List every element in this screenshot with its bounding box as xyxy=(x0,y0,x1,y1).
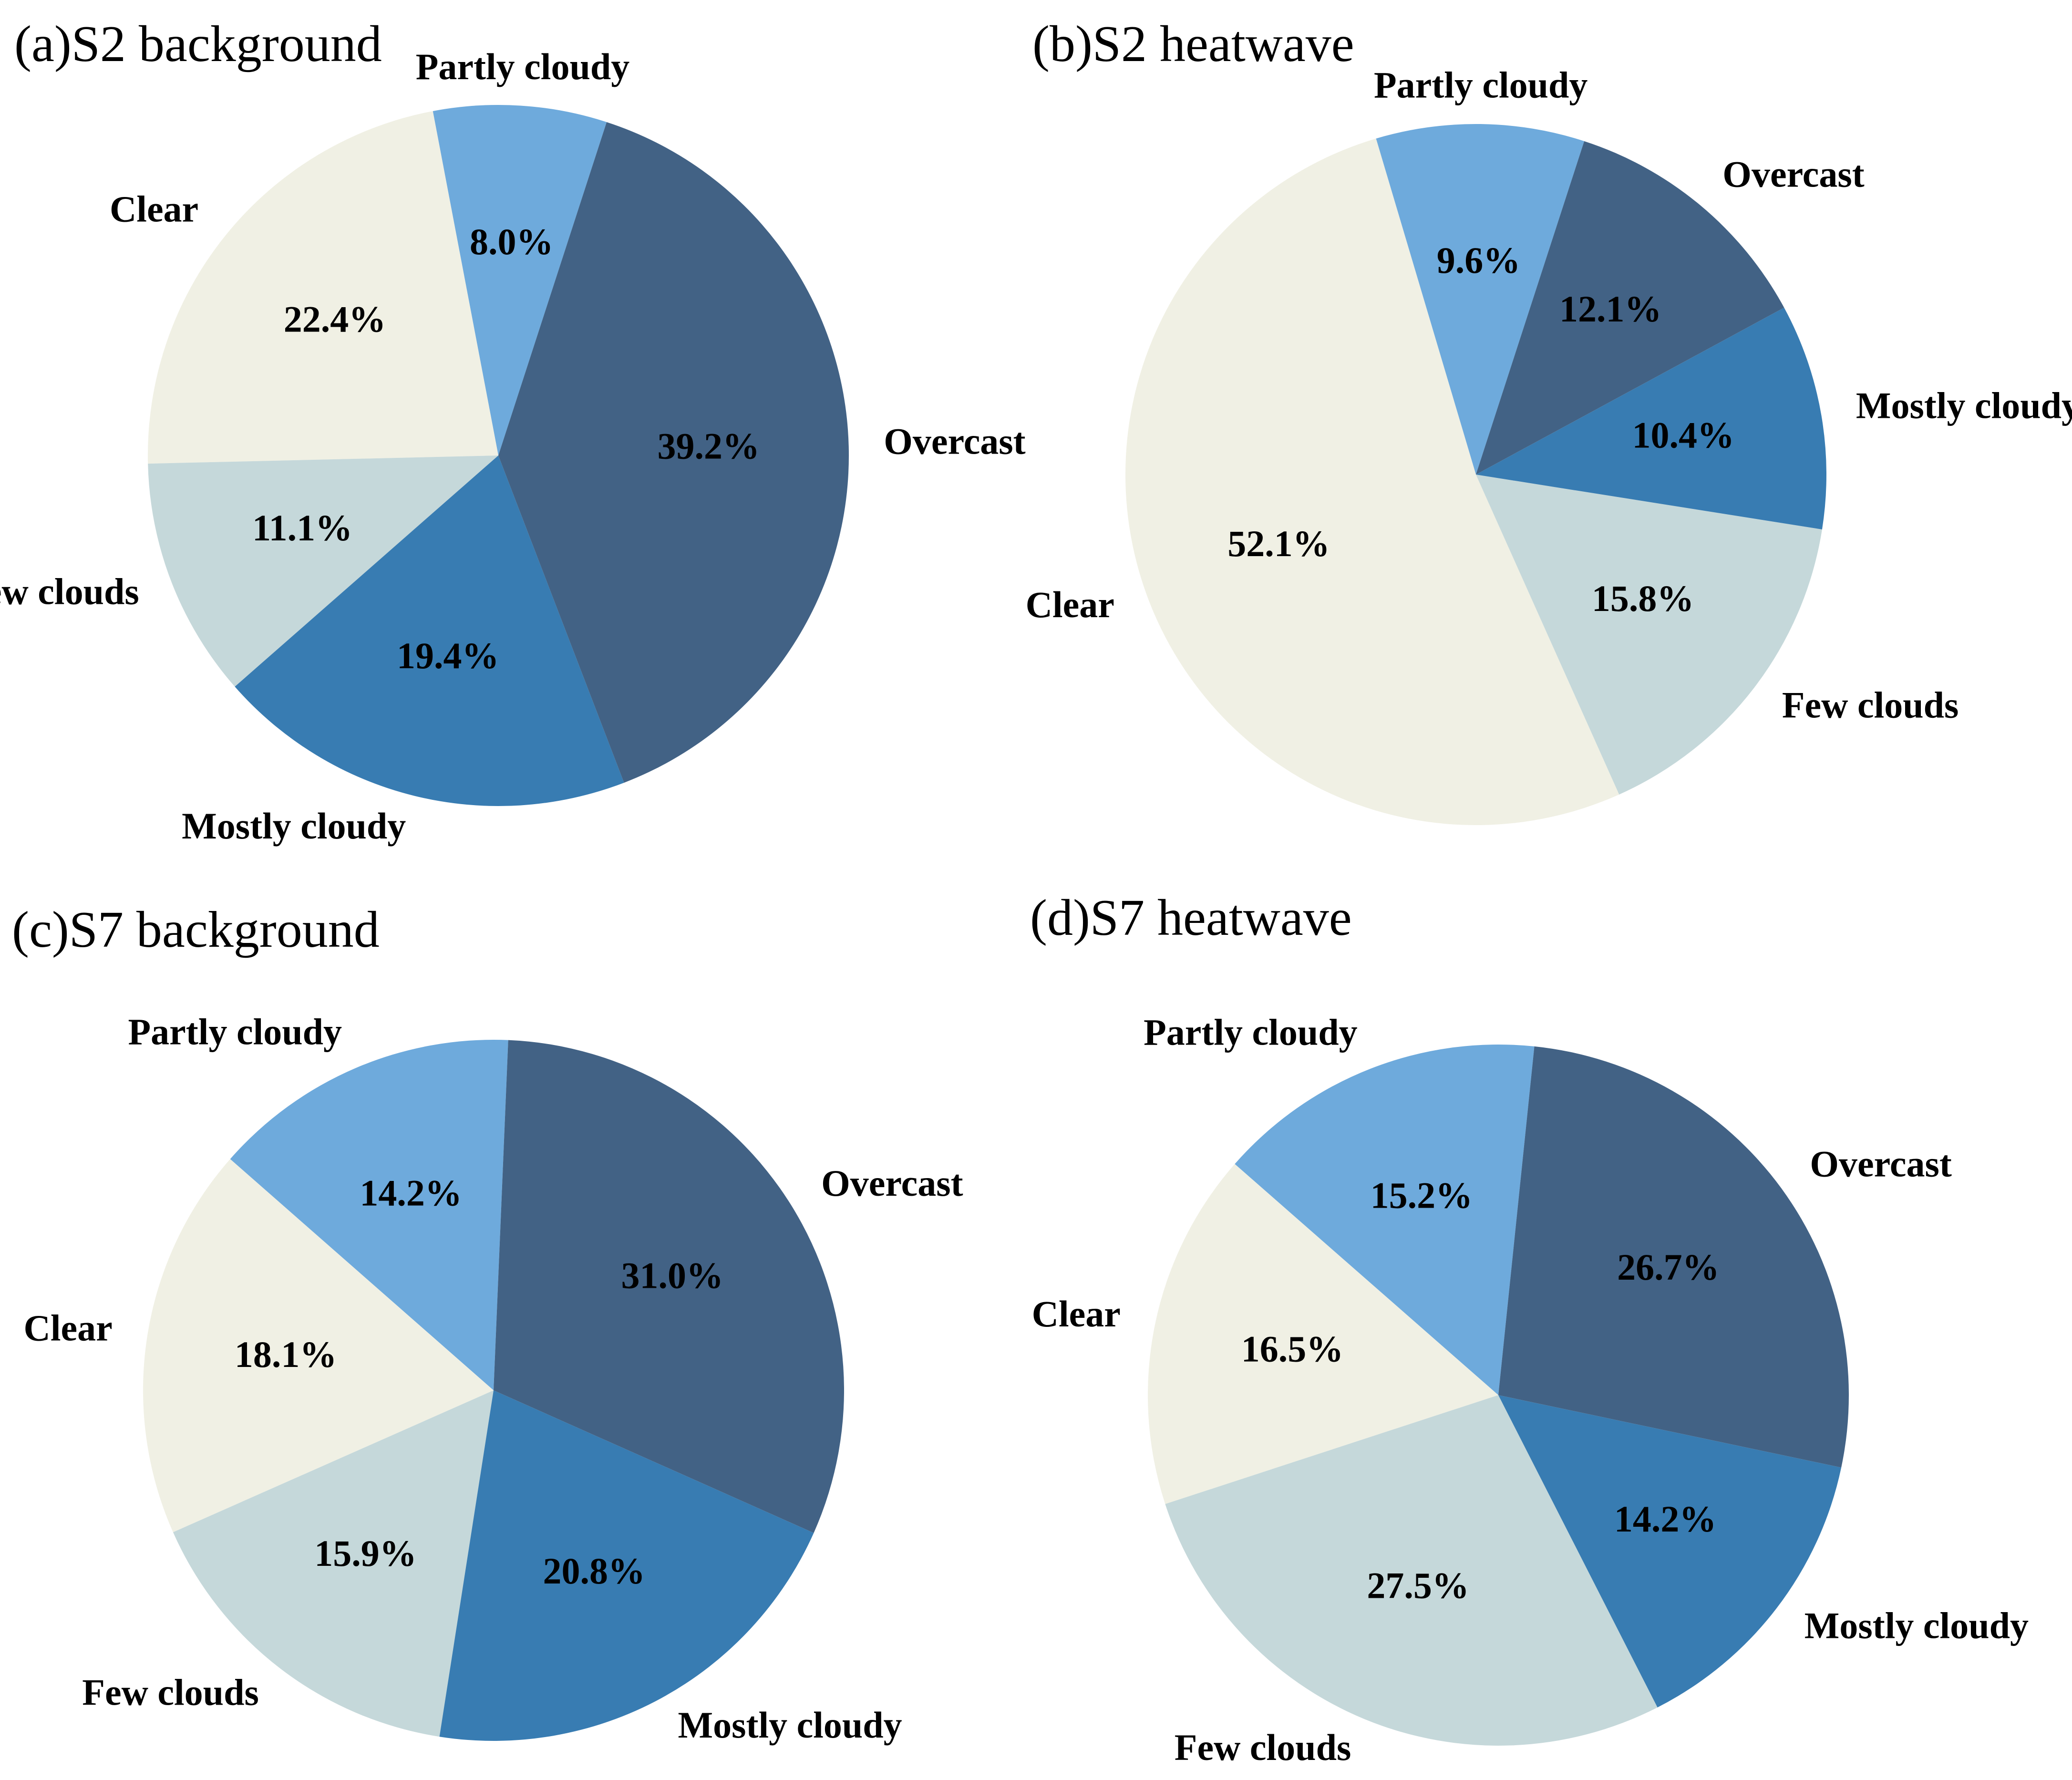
pie-b-category-overcast: Overcast xyxy=(1722,154,1864,195)
pie-d-labels: 15.2% Partly cloudy 16.5% Clear 27.5% Few clo… xyxy=(1032,1011,2029,1768)
pie-a-slice-partly-cloudy xyxy=(433,104,607,456)
pie-d-slices xyxy=(1147,1044,1849,1746)
pie-b-value-few-clouds: 15.8% xyxy=(1592,578,1694,619)
pie-a-slice-overcast xyxy=(498,122,849,783)
pie-b-value-partly-cloudy: 9.6% xyxy=(1437,239,1521,281)
pie-a-slice-few-clouds xyxy=(148,455,498,687)
pie-c-value-clear: 18.1% xyxy=(235,1334,337,1375)
pie-a-category-mostly-cloudy: Mostly cloudy xyxy=(182,805,406,847)
pie-d-slice-partly-cloudy xyxy=(1235,1044,1535,1395)
pie-a-value-few-clouds: 11.1% xyxy=(252,507,352,548)
pie-a-category-partly-cloudy: Partly cloudy xyxy=(416,46,629,87)
pie-d-slice-overcast xyxy=(1498,1046,1849,1468)
pie-c-value-few-clouds: 15.9% xyxy=(314,1532,417,1574)
pie-d-value-partly-cloudy: 15.2% xyxy=(1371,1174,1473,1216)
pie-a-category-overcast: Overcast xyxy=(884,421,1025,462)
pie-b-value-overcast: 12.1% xyxy=(1559,288,1662,330)
pie-b-category-few-clouds: Few clouds xyxy=(1782,684,1959,725)
pie-d-value-overcast: 26.7% xyxy=(1617,1246,1720,1288)
pie-b-category-mostly-cloudy: Mostly cloudy xyxy=(1856,384,2072,426)
pie-a-value-clear: 22.4% xyxy=(284,299,386,340)
pie-c-slice-few-clouds xyxy=(173,1390,494,1737)
pie-d-slice-mostly-cloudy xyxy=(1498,1395,1842,1708)
pie-a-value-overcast: 39.2% xyxy=(658,425,760,466)
pie-c-value-overcast: 31.0% xyxy=(621,1255,724,1296)
pie-b-slice-few-clouds xyxy=(1476,475,1822,795)
pie-a-slice-mostly-cloudy xyxy=(235,455,624,807)
panel-a: (a)S2 background 8.0% Partly cloudy 22.4% C… xyxy=(0,16,1026,847)
pie-c-slice-overcast xyxy=(494,1040,845,1533)
pie-d-category-partly-cloudy: Partly cloudy xyxy=(1144,1011,1357,1053)
pie-a-labels: 8.0% Partly cloudy 22.4% Clear 11.1% Few clou… xyxy=(0,46,1026,847)
panel-d: (d)S7 heatwave 15.2% Partly cloudy 16.5% Cl… xyxy=(1030,890,2029,1768)
pie-c-slice-mostly-cloudy xyxy=(439,1390,814,1741)
pie-d-category-clear: Clear xyxy=(1032,1293,1121,1335)
panel-title-b: (b)S2 heatwave xyxy=(1032,16,1354,72)
panel-c: (c)S7 background 14.2% Partly cloudy 18.1%… xyxy=(12,901,963,1746)
pie-b-slice-clear xyxy=(1125,138,1619,826)
pie-d-category-overcast: Overcast xyxy=(1810,1143,1951,1185)
pie-a-slices xyxy=(148,104,849,807)
pie-b-category-partly-cloudy: Partly cloudy xyxy=(1374,64,1588,106)
pie-c-slice-partly-cloudy xyxy=(230,1039,508,1390)
pie-c-category-partly-cloudy: Partly cloudy xyxy=(128,1011,342,1053)
pie-d-value-mostly-cloudy: 14.2% xyxy=(1614,1498,1717,1540)
pie-b-slice-mostly-cloudy xyxy=(1476,307,1827,529)
panel-title-c: (c)S7 background xyxy=(12,901,380,958)
panel-title-d: (d)S7 heatwave xyxy=(1030,890,1352,946)
pie-c-slice-clear xyxy=(143,1159,494,1532)
pie-c-category-few-clouds: Few clouds xyxy=(82,1671,259,1713)
pie-b-category-clear: Clear xyxy=(1026,584,1114,625)
pie-d-category-few-clouds: Few clouds xyxy=(1175,1727,1351,1768)
pie-d-slice-few-clouds xyxy=(1165,1395,1658,1746)
pie-c-slices xyxy=(143,1039,845,1741)
pie-c-category-clear: Clear xyxy=(24,1307,113,1349)
pie-a-value-mostly-cloudy: 19.4% xyxy=(397,635,499,676)
pie-a-value-partly-cloudy: 8.0% xyxy=(470,221,554,262)
pie-a-category-few-clouds: Few clouds xyxy=(0,571,139,612)
pie-d-value-few-clouds: 27.5% xyxy=(1367,1565,1469,1606)
pie-b-value-mostly-cloudy: 10.4% xyxy=(1632,414,1734,455)
pie-b-slice-partly-cloudy xyxy=(1376,124,1585,475)
pie-b-slices xyxy=(1125,124,1827,826)
pie-d-value-clear: 16.5% xyxy=(1241,1328,1344,1370)
panel-title-a: (a)S2 background xyxy=(14,16,382,72)
pie-c-value-partly-cloudy: 14.2% xyxy=(360,1172,462,1213)
pie-a-slice-clear xyxy=(148,111,499,464)
pie-b-value-clear: 52.1% xyxy=(1227,523,1330,564)
panel-b: (b)S2 heatwave 9.6% Partly cloudy 52.1% Cle… xyxy=(1026,16,2072,826)
pie-b-labels: 9.6% Partly cloudy 52.1% Clear 15.8% Few clou… xyxy=(1026,64,2072,726)
pie-c-category-overcast: Overcast xyxy=(821,1162,963,1204)
pie-b-slice-overcast xyxy=(1476,141,1784,475)
pie-d-slice-clear xyxy=(1147,1164,1498,1504)
pie-d-category-mostly-cloudy: Mostly cloudy xyxy=(1804,1605,2029,1646)
pie-c-labels: 14.2% Partly cloudy 18.1% Clear 15.9% Few clo… xyxy=(24,1011,963,1746)
pie-a-category-clear: Clear xyxy=(110,188,198,230)
pie-c-category-mostly-cloudy: Mostly cloudy xyxy=(678,1704,902,1746)
pie-c-value-mostly-cloudy: 20.8% xyxy=(543,1550,646,1592)
